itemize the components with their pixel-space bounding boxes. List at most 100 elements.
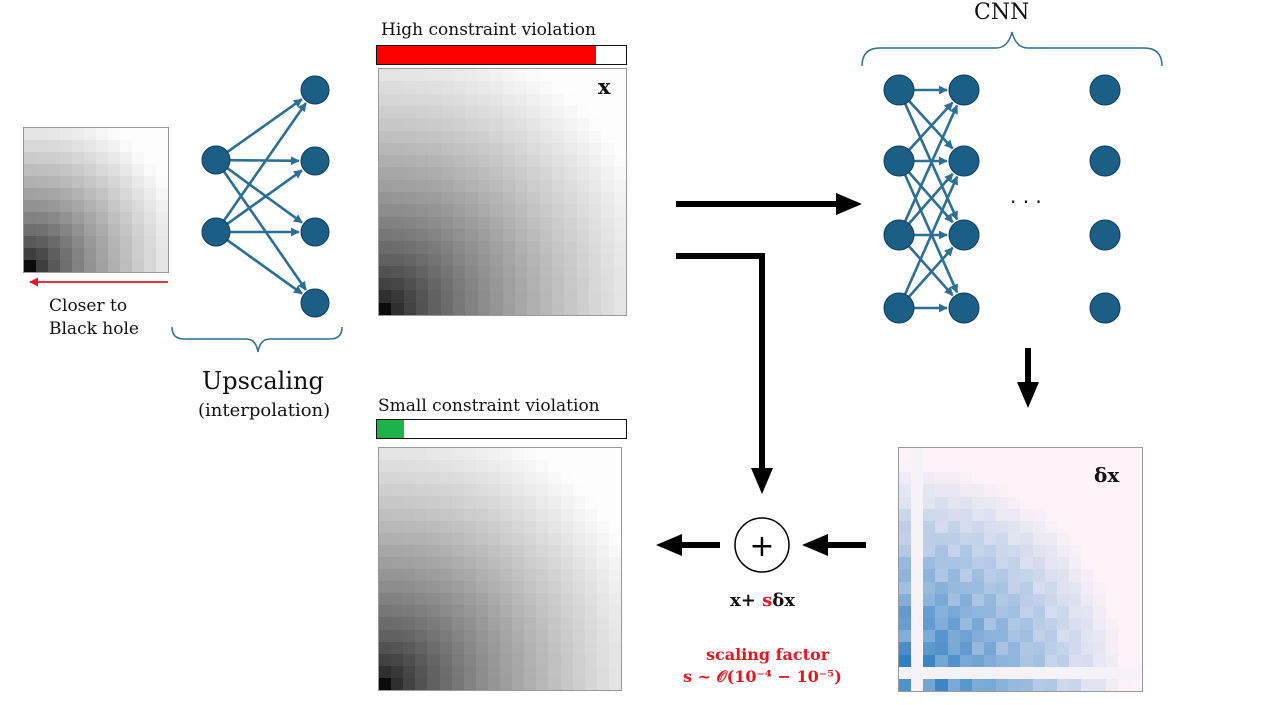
pixel <box>451 520 464 533</box>
pixel <box>477 167 491 180</box>
pixel <box>475 556 488 569</box>
pixel <box>572 556 585 569</box>
pixel <box>477 118 491 131</box>
pixel <box>923 496 936 509</box>
pixel <box>548 677 561 690</box>
pixel <box>1032 460 1045 473</box>
pixel <box>72 212 84 224</box>
pixel <box>560 532 573 545</box>
pixel <box>439 508 452 521</box>
pixel <box>996 678 1009 691</box>
pixel <box>428 142 441 156</box>
pixel <box>923 472 936 485</box>
pixel <box>463 508 476 521</box>
pixel <box>548 484 561 497</box>
pixel <box>84 164 96 176</box>
pixel <box>463 641 476 654</box>
pixel <box>551 167 565 180</box>
pixel <box>48 236 60 248</box>
pixel <box>548 556 561 569</box>
pixel <box>416 265 429 279</box>
pixel <box>391 290 404 303</box>
pixel <box>548 532 561 545</box>
pixel <box>379 93 392 106</box>
pixel <box>527 265 540 279</box>
pixel <box>1081 448 1094 461</box>
pixel <box>428 167 441 180</box>
pixel <box>60 164 72 176</box>
pixel <box>527 302 540 315</box>
pixel <box>24 212 36 224</box>
pixel <box>584 508 597 521</box>
pixel <box>415 605 428 618</box>
pixel <box>923 654 936 667</box>
pixel <box>72 236 84 248</box>
pixel <box>551 216 565 229</box>
pixel <box>984 557 997 570</box>
pixel <box>551 155 565 168</box>
pixel <box>584 484 597 497</box>
pixel <box>1056 533 1070 546</box>
pixel <box>403 216 417 229</box>
pixel <box>415 629 428 642</box>
pixel <box>108 152 120 164</box>
pixel <box>899 630 912 643</box>
pixel <box>451 556 464 569</box>
pixel <box>1044 448 1057 461</box>
pixel <box>415 581 428 594</box>
pixel <box>512 484 525 497</box>
pixel <box>564 216 577 229</box>
pixel <box>391 228 404 242</box>
pixel <box>487 496 500 509</box>
pixel <box>379 241 392 254</box>
pixel <box>463 484 476 497</box>
pixel <box>24 236 36 248</box>
pixel <box>403 677 416 690</box>
pixel <box>572 448 585 461</box>
pixel <box>379 167 392 180</box>
pixel <box>527 69 540 82</box>
pixel <box>512 544 525 557</box>
pixel <box>524 532 537 545</box>
pixel <box>427 484 440 497</box>
arrow-to-sum-head <box>751 468 773 494</box>
pixel <box>439 677 452 690</box>
pixel <box>451 460 464 473</box>
arrow-to-cnn-head <box>836 193 862 215</box>
pixel <box>475 617 488 630</box>
pixel <box>1056 484 1070 497</box>
pixel <box>935 472 948 485</box>
pixel <box>1020 569 1033 582</box>
pixel <box>576 81 589 94</box>
pixel <box>596 484 609 497</box>
pixel <box>500 605 513 618</box>
pixel <box>596 593 609 606</box>
pixel <box>996 460 1009 473</box>
pixel <box>500 593 513 606</box>
pixel <box>935 654 948 667</box>
pixel <box>923 642 936 655</box>
pixel <box>564 302 577 315</box>
pixel <box>1081 533 1094 546</box>
pixel <box>935 508 948 521</box>
pixel <box>613 204 626 217</box>
pixel <box>379 641 392 654</box>
pixel <box>1105 520 1118 534</box>
pixel <box>564 192 577 205</box>
pixel <box>584 472 597 485</box>
pixel <box>1008 654 1021 667</box>
pixel <box>490 93 503 106</box>
pixel <box>156 152 168 164</box>
pixel <box>1129 484 1142 497</box>
pixel <box>391 253 404 266</box>
cnn-title: CNN <box>974 0 1030 25</box>
pixel <box>536 484 549 497</box>
pixel <box>584 520 597 533</box>
pixel <box>1032 496 1045 509</box>
pixel <box>923 448 936 461</box>
pixel <box>524 629 537 642</box>
pixel <box>1117 678 1130 691</box>
pixel <box>439 448 452 461</box>
pixel <box>1117 533 1130 546</box>
pixel <box>536 448 549 461</box>
